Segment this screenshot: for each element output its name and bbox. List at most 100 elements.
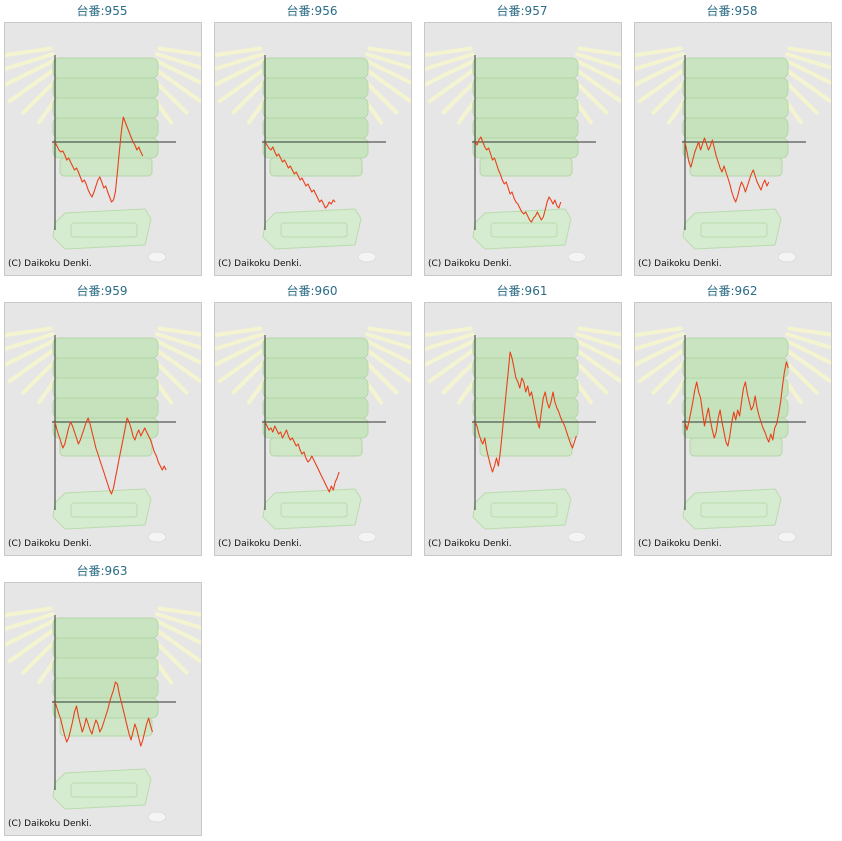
machine-graph-card: 台番:956 [210, 0, 414, 280]
slot-machine-tower [682, 337, 789, 457]
machine-graph-card: 台番:963 [0, 560, 204, 840]
graph-svg [635, 46, 831, 263]
graph-frame[interactable]: (C) Daikoku Denki. [4, 22, 202, 276]
copyright-text: (C) Daikoku Denki. [638, 259, 722, 269]
machine-number-link[interactable]: 台番:963 [76, 564, 128, 578]
graph-frame[interactable]: (C) Daikoku Denki. [4, 302, 202, 556]
sunburst-ray [577, 46, 621, 57]
machine-number-link[interactable]: 台番:957 [496, 4, 548, 18]
machine-number-link[interactable]: 台番:962 [706, 284, 758, 298]
payout-line [54, 116, 144, 203]
graph-frame[interactable]: (C) Daikoku Denki. [4, 582, 202, 836]
machine-graph-card: 台番:962 [630, 280, 834, 560]
sunburst-ray [365, 52, 411, 70]
coin-icon [357, 531, 377, 543]
machine-number-link[interactable]: 台番:956 [286, 4, 338, 18]
sunburst-ray [215, 337, 269, 368]
machine-graph-card: 台番:958 [630, 0, 834, 280]
coin-icon [567, 531, 587, 543]
machine-graph-card: 台番:957 [420, 0, 624, 280]
payout-line [684, 137, 770, 203]
sunburst-ray [5, 337, 59, 368]
sunburst-ray [215, 332, 265, 352]
graph-svg [5, 326, 201, 543]
slot-machine-base [52, 488, 152, 530]
sunburst-ray [785, 52, 831, 70]
sunburst-ray [787, 326, 831, 337]
sunburst-ray [5, 52, 55, 72]
graph-frame[interactable]: (C) Daikoku Denki. [424, 302, 622, 556]
sunburst-ray [425, 326, 473, 338]
sunburst-ray [151, 57, 201, 86]
machine-number-link[interactable]: 台番:960 [286, 284, 338, 298]
graph-frame[interactable]: (C) Daikoku Denki. [214, 302, 412, 556]
coin-icon [777, 531, 797, 543]
sunburst-ray [155, 332, 201, 350]
sunburst-ray [5, 612, 55, 632]
sunburst-ray [781, 337, 831, 366]
slot-machine-tower [472, 57, 579, 177]
sunburst-ray [571, 337, 621, 366]
payout-line [474, 136, 562, 223]
sunburst-ray [5, 46, 53, 58]
graph-svg [425, 326, 621, 543]
machine-number-link[interactable]: 台番:961 [496, 284, 548, 298]
copyright-text: (C) Daikoku Denki. [638, 539, 722, 549]
sunburst-ray [785, 332, 831, 350]
graph-frame[interactable]: (C) Daikoku Denki. [634, 302, 832, 556]
sunburst-ray [151, 337, 201, 366]
slot-machine-tower [472, 337, 579, 457]
graph-frame[interactable]: (C) Daikoku Denki. [634, 22, 832, 276]
background-art [215, 326, 411, 543]
graph-svg [5, 46, 201, 263]
coin-icon [147, 251, 167, 263]
sunburst-ray [157, 46, 201, 57]
graph-svg [215, 46, 411, 263]
sunburst-ray [215, 57, 269, 88]
slot-machine-tower [682, 57, 789, 177]
sunburst-ray [425, 46, 473, 58]
sunburst-ray [5, 617, 59, 648]
sunburst-ray [425, 57, 479, 88]
sunburst-ray [781, 57, 831, 86]
graph-svg [635, 326, 831, 543]
sunburst-ray [367, 326, 411, 337]
graph-frame[interactable]: (C) Daikoku Denki. [424, 22, 622, 276]
sunburst-ray [571, 57, 621, 86]
sunburst-ray [635, 332, 685, 352]
slot-machine-base [262, 488, 362, 530]
sunburst-ray [635, 46, 683, 58]
copyright-text: (C) Daikoku Denki. [218, 259, 302, 269]
sunburst-ray [575, 332, 621, 350]
copyright-text: (C) Daikoku Denki. [8, 819, 92, 829]
sunburst-ray [5, 332, 55, 352]
sunburst-ray [365, 332, 411, 350]
slot-machine-base [52, 208, 152, 250]
sunburst-ray [635, 57, 689, 88]
sunburst-ray [575, 52, 621, 70]
sunburst-ray [367, 46, 411, 57]
sunburst-ray [155, 612, 201, 630]
slot-machine-base [472, 488, 572, 530]
graph-svg [425, 46, 621, 263]
coin-icon [147, 531, 167, 543]
sunburst-ray [215, 326, 263, 338]
slot-machine-base [52, 768, 152, 810]
graph-svg [5, 606, 201, 823]
sunburst-ray [5, 606, 53, 618]
sunburst-ray [215, 46, 263, 58]
machine-number-link[interactable]: 台番:959 [76, 284, 128, 298]
machine-number-link[interactable]: 台番:958 [706, 4, 758, 18]
sunburst-ray [5, 326, 53, 338]
graph-svg [215, 326, 411, 543]
slot-machine-tower [52, 57, 159, 177]
sunburst-ray [635, 337, 689, 368]
sunburst-ray [361, 337, 411, 366]
machine-number-link[interactable]: 台番:955 [76, 4, 128, 18]
background-art [215, 46, 411, 263]
background-art [5, 46, 201, 263]
sunburst-ray [425, 337, 479, 368]
machine-graph-card: 台番:961 [420, 280, 624, 560]
graph-frame[interactable]: (C) Daikoku Denki. [214, 22, 412, 276]
sunburst-ray [215, 52, 265, 72]
